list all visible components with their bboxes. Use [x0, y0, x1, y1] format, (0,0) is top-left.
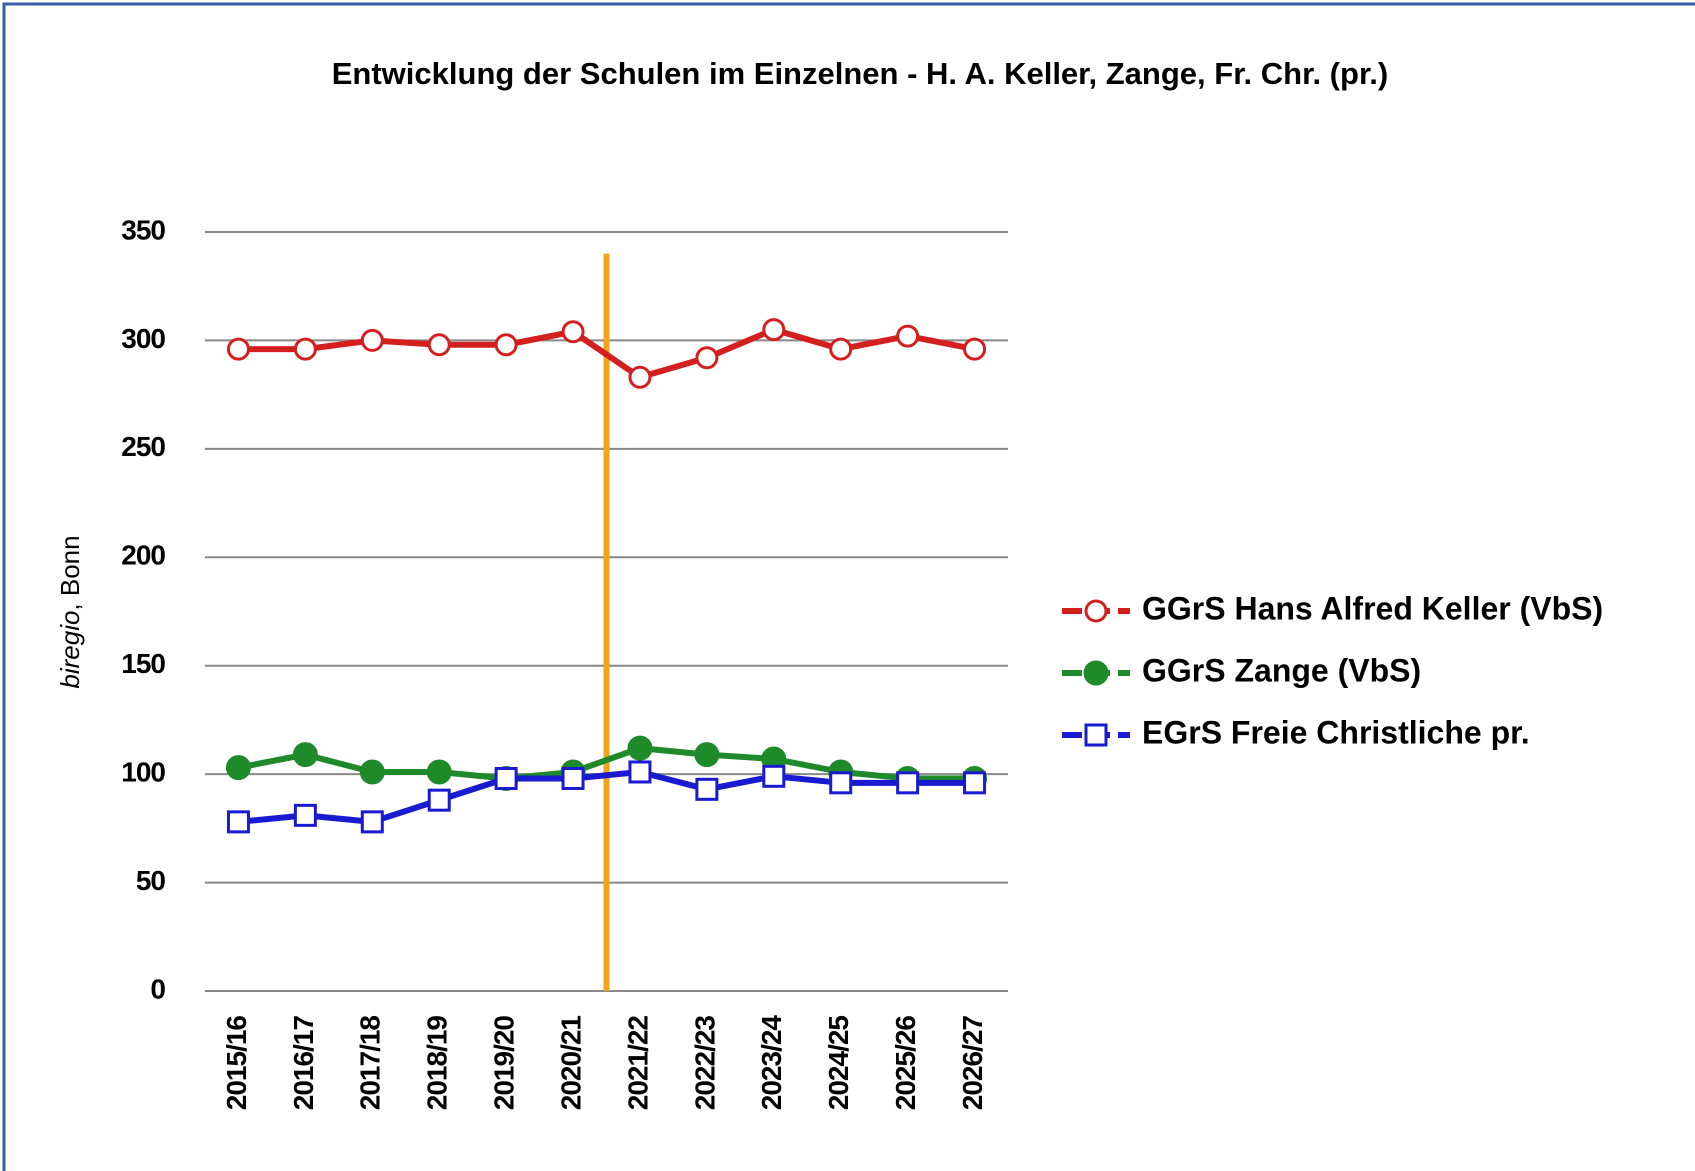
y-tick-label: 350 — [121, 214, 165, 245]
y-tick-label: 150 — [121, 648, 165, 679]
y-label-part: , Bonn — [55, 535, 85, 610]
x-tick-label: 2022/23 — [689, 1016, 720, 1111]
marker — [896, 324, 920, 348]
legend-label: GGrS Zange (VbS) — [1142, 652, 1421, 688]
marker — [427, 788, 451, 812]
y-tick-label: 200 — [121, 540, 165, 571]
marker — [1084, 723, 1108, 747]
marker — [963, 771, 987, 795]
marker — [1083, 660, 1109, 686]
y-tick-label: 0 — [150, 973, 165, 1004]
marker — [293, 803, 317, 827]
marker — [360, 328, 384, 352]
marker — [293, 337, 317, 361]
x-tick-label: 2015/16 — [221, 1016, 252, 1111]
marker — [225, 755, 251, 781]
marker — [695, 777, 719, 801]
marker — [561, 766, 585, 790]
marker — [561, 320, 585, 344]
marker — [359, 759, 385, 785]
x-tick-label: 2017/18 — [355, 1016, 386, 1111]
marker — [494, 766, 518, 790]
y-tick-label: 50 — [136, 865, 166, 896]
x-tick-label: 2025/26 — [890, 1016, 921, 1111]
y-label-part: biregio — [55, 611, 85, 689]
series — [226, 760, 987, 834]
y-tick-label: 250 — [121, 431, 165, 462]
marker — [226, 337, 250, 361]
legend-label: GGrS Hans Alfred Keller (VbS) — [1142, 590, 1603, 626]
series — [226, 318, 987, 389]
chart-title: Entwicklung der Schulen im Einzelnen - H… — [332, 56, 1388, 91]
marker — [427, 333, 451, 357]
marker — [360, 810, 384, 834]
x-tick-label: 2018/19 — [422, 1016, 453, 1111]
x-tick-label: 2023/24 — [756, 1015, 787, 1111]
y-tick-label: 100 — [121, 757, 165, 788]
marker — [829, 771, 853, 795]
legend-label: EGrS Freie Christliche pr. — [1142, 714, 1530, 750]
marker — [226, 810, 250, 834]
y-axis-label: biregio, Bonn — [55, 535, 85, 688]
marker — [963, 337, 987, 361]
marker — [628, 365, 652, 389]
marker — [1084, 599, 1108, 623]
x-tick-label: 2016/17 — [288, 1016, 319, 1111]
marker — [292, 742, 318, 768]
marker — [896, 771, 920, 795]
marker — [627, 735, 653, 761]
y-tick-label: 300 — [121, 323, 165, 354]
marker — [694, 742, 720, 768]
marker — [829, 337, 853, 361]
marker — [426, 759, 452, 785]
marker — [762, 318, 786, 342]
x-tick-label: 2024/25 — [823, 1016, 854, 1111]
x-tick-label: 2020/21 — [555, 1016, 586, 1111]
marker — [695, 346, 719, 370]
x-tick-label: 2019/20 — [489, 1016, 520, 1111]
x-tick-label: 2026/27 — [957, 1016, 988, 1111]
marker — [628, 760, 652, 784]
marker — [762, 764, 786, 788]
marker — [494, 333, 518, 357]
x-tick-label: 2021/22 — [622, 1016, 653, 1111]
